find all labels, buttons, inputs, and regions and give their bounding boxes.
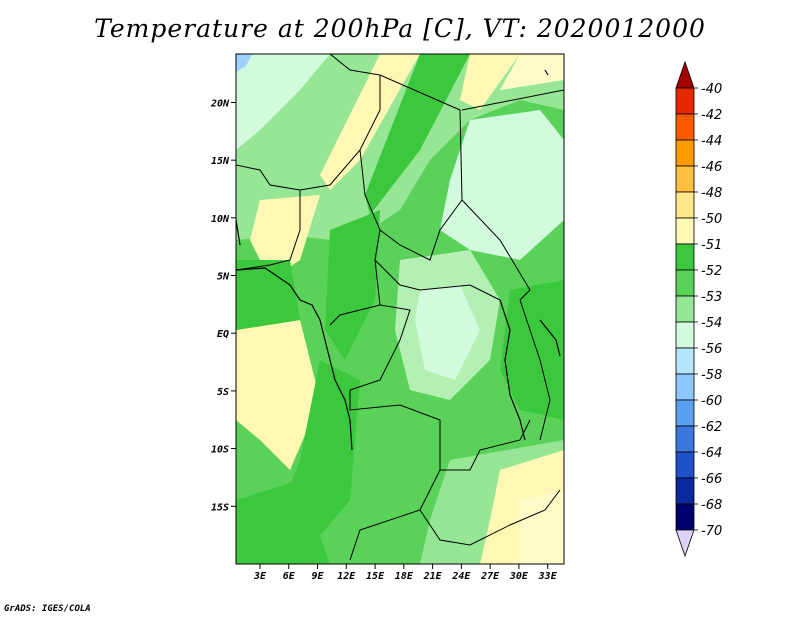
lat-tick-label: 5N [217,272,230,283]
colorbar-swatch [675,165,695,193]
field-region-center-dark [325,210,380,360]
map-frame [235,53,565,565]
lon-tick-label: 24E [451,571,471,582]
colorbar: -40 -42 -44 -46 -48 -50 -51 -52 -53 -54 -56 -58 -60 -… [675,60,722,558]
colorbar-label: -44 [701,134,722,149]
colorbar-swatch [675,217,695,245]
field-streak-4 [500,54,564,90]
colorbar-swatch [675,373,695,401]
colorbar-top-triangle [675,60,695,89]
field-region-west-dark [236,260,300,330]
lat-tick-label: 10N [211,214,230,225]
colorbar-swatch [675,503,695,531]
lon-tick-label: 3E [253,571,267,582]
lat-tick-label: 10S [211,445,229,456]
colorbar-swatch [675,451,695,479]
colorbar-swatch [675,269,695,297]
lon-tick-label: 6E [283,571,296,582]
lon-tick-label: 9E [311,571,324,582]
colorbar-swatch [675,113,695,141]
colorbar-label: -70 [701,524,722,539]
colorbar-swatch [675,87,695,115]
colorbar-label: -58 [701,368,722,383]
field-region-northeast-pale [440,110,564,260]
lon-tick-label: 12E [337,571,356,582]
colorbar-swatch [675,139,695,167]
colorbar-label: -64 [701,446,722,461]
lat-tick-label: 5S [217,387,229,398]
colorbar-label: -40 [701,82,722,97]
colorbar-swatch [675,321,695,349]
colorbar-swatch [675,191,695,219]
field-region-southeast-paleyellow [520,490,564,564]
lon-tick-label: 21E [423,571,443,582]
lon-tick-label: 30E [509,571,529,582]
credit-text: GrADS: IGES/COLA [4,604,91,614]
field-region-west-yellow-2 [250,195,320,280]
field-region-central-pale [415,285,480,380]
colorbar-bottom-triangle [675,529,695,558]
temperature-field [236,54,564,564]
chart-title: Temperature at 200hPa [C], VT: 202001200… [94,14,706,43]
colorbar-swatch [675,295,695,323]
colorbar-label: -54 [701,316,722,331]
lat-tick-label: 20N [210,98,230,109]
colorbar-label: -51 [701,238,722,253]
field-streak-3 [460,54,520,110]
field-region-blue-corner [236,54,252,72]
colorbar-swatch [675,243,695,271]
lon-tick-label: 27E [480,571,500,582]
lat-tick-label: 15S [211,502,229,513]
colorbar-label: -50 [701,212,722,227]
field-region-northwest-pale [236,54,330,150]
colorbar-label: -53 [701,290,722,305]
colorbar-label: -48 [701,186,722,201]
lon-tick-label: 18E [395,571,414,582]
colorbar-label: -42 [701,108,722,123]
lat-tick-label: 15N [211,156,230,167]
lon-tick-label: 15E [366,571,385,582]
colorbar-label: -66 [701,472,722,487]
colorbar-label: -52 [701,264,722,279]
field-streak-2 [365,54,470,215]
lat-tick-label: EQ [217,329,229,340]
lon-tick-label: 33E [538,571,558,582]
field-streak-1 [320,54,420,190]
colorbar-label: -46 [701,160,722,175]
colorbar-label: -60 [701,394,722,409]
colorbar-label: -62 [701,420,722,435]
field-region-west-yellow [236,320,320,470]
country-borders [236,54,564,561]
coastlines [236,69,561,451]
field-region-east-dark [500,280,564,420]
colorbar-label: -56 [701,342,722,357]
colorbar-swatch [675,347,695,375]
colorbar-label: -68 [701,498,722,513]
colorbar-swatch [675,399,695,427]
field-region-southwest-bottom [236,480,330,564]
colorbar-swatch [675,477,695,505]
longitude-axis: 3E 6E 9E 12E 15E 18E 21E 24E 27E 30E 33E [253,564,558,582]
colorbar-swatch [675,425,695,453]
latitude-axis: 20N 15N 10N 5N EQ 5S 10S 15S [210,98,236,513]
